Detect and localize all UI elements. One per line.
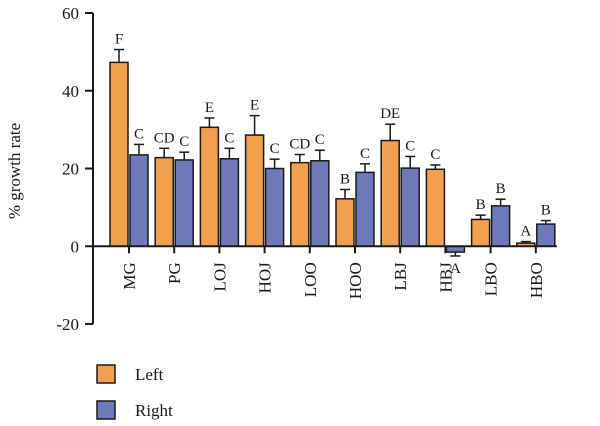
significance-letter: C	[405, 138, 415, 154]
bar-left-lbo	[470, 218, 491, 248]
significance-letter: B	[476, 197, 486, 213]
legend: Left Right	[96, 364, 173, 420]
x-tick-label: LBJ	[391, 262, 410, 291]
bar-right-loj	[219, 158, 240, 247]
significance-letter: C	[315, 132, 325, 148]
significance-letter: CD	[154, 130, 175, 146]
significance-letter: E	[205, 100, 214, 116]
legend-swatch-right	[96, 400, 116, 420]
significance-letter: CD	[289, 137, 310, 153]
significance-letter: F	[115, 32, 123, 48]
x-tick-label: HOJ	[256, 262, 275, 294]
x-tick-label: PG	[165, 262, 184, 284]
x-tick-label: LOJ	[210, 262, 229, 292]
legend-swatch-left	[96, 364, 116, 384]
y-axis-label: % growth rate	[5, 123, 24, 219]
bar-left-hoj	[244, 134, 265, 248]
y-tick-label: 40	[62, 82, 79, 101]
y-tick-label: 60	[62, 4, 79, 23]
y-tick-label: -20	[56, 315, 79, 334]
significance-letter: B	[541, 203, 551, 219]
bar-right-hoo	[355, 171, 375, 247]
significance-letter: A	[450, 261, 461, 277]
bar-right-pg	[174, 159, 194, 247]
x-tick-label: MG	[120, 262, 139, 289]
x-tick-label: LOO	[301, 262, 320, 297]
bar-right-lbo	[490, 205, 511, 248]
significance-letter: C	[224, 130, 234, 146]
significance-letter: C	[360, 146, 370, 162]
bar-left-lbj	[380, 139, 400, 247]
bar-right-mg	[129, 154, 149, 247]
bar-left-mg	[109, 61, 129, 248]
bar-left-pg	[154, 156, 174, 248]
legend-label-left: Left	[135, 365, 164, 384]
bar-left-loj	[199, 126, 220, 247]
significance-letter: B	[340, 171, 350, 187]
y-tick-label: 20	[62, 160, 79, 179]
x-tick-label: LBO	[482, 262, 501, 296]
bar-right-hoj	[264, 167, 285, 247]
bar-right-lbj	[400, 167, 420, 247]
x-tick-label: HBO	[527, 262, 546, 298]
legend-label-right: Right	[135, 401, 173, 420]
significance-letter: A	[520, 224, 531, 240]
bar-right-loo	[310, 159, 330, 248]
significance-letter: DE	[380, 106, 400, 122]
bar-left-hbj	[425, 168, 446, 247]
significance-letter: B	[496, 181, 506, 197]
y-tick-label: 0	[71, 237, 80, 256]
bars-layer	[109, 48, 556, 257]
bar-right-hbo	[536, 223, 556, 247]
x-tick-label: HOO	[346, 262, 365, 299]
significance-letter: C	[270, 141, 280, 157]
significance-letter: C	[430, 147, 440, 163]
bar-left-loo	[290, 161, 310, 247]
bar-left-hoo	[335, 198, 355, 247]
axis-layer: 60 40 20 0 -20	[56, 4, 557, 334]
significance-letter: C	[179, 134, 189, 150]
significance-letter: E	[250, 98, 259, 114]
x-tick-label: HBJ	[436, 262, 455, 293]
significance-letter: C	[134, 126, 144, 142]
